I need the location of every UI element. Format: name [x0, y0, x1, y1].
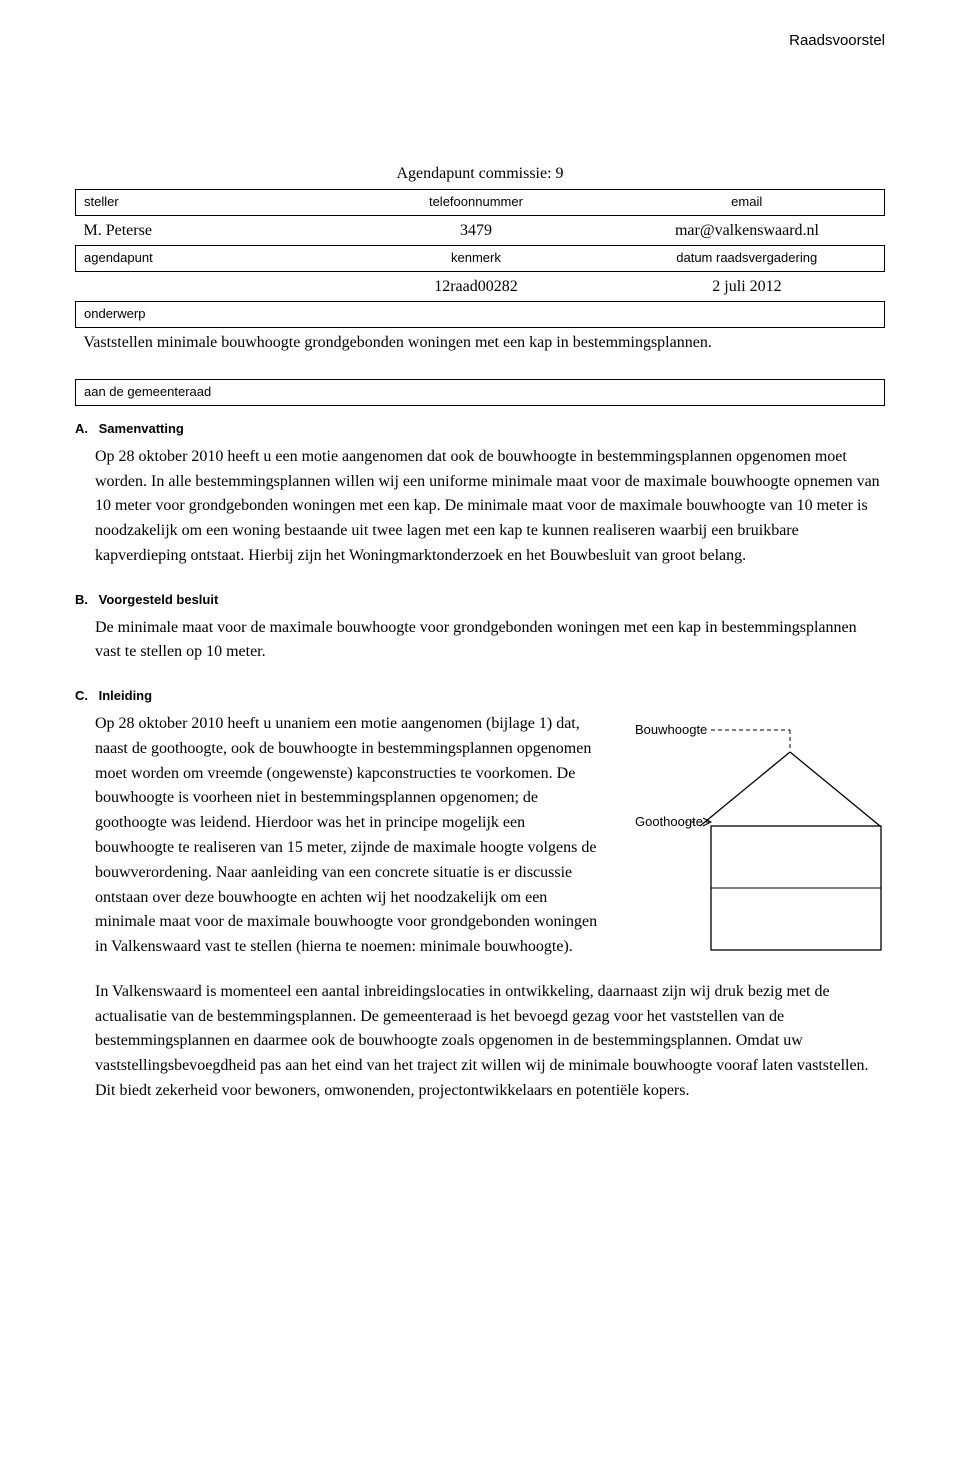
label-agendapunt: agendapunt	[76, 245, 343, 271]
diagram-label-bouwhoogte: Bouwhoogte	[635, 722, 707, 737]
section-c-body-col: Op 28 oktober 2010 heeft u unaniem een m…	[95, 712, 607, 960]
agendapunt-commissie: Agendapunt commissie: 9	[75, 162, 885, 185]
diagram-roof-right	[790, 752, 880, 826]
value-steller: M. Peterse	[76, 215, 343, 245]
section-c-body-full: In Valkenswaard is momenteel een aantal …	[95, 980, 885, 1104]
section-c-letter: C.	[75, 687, 95, 706]
value-telefoonnummer: 3479	[342, 215, 609, 245]
house-diagram-svg: Bouwhoogte Goothoogte	[625, 720, 885, 960]
label-steller: steller	[76, 189, 343, 215]
meta-table: steller telefoonnummer email M. Peterse …	[75, 189, 885, 357]
section-c-title: Inleiding	[99, 688, 152, 703]
section-b-letter: B.	[75, 591, 95, 610]
diagram-roof-left	[700, 752, 790, 826]
section-a-title: Samenvatting	[99, 421, 184, 436]
value-onderwerp: Vaststellen minimale bouwhoogte grondgeb…	[76, 327, 885, 357]
value-agendapunt	[76, 271, 343, 301]
section-b-body: De minimale maat voor de maximale bouwho…	[95, 616, 885, 666]
house-diagram: Bouwhoogte Goothoogte	[625, 712, 885, 968]
label-kenmerk: kenmerk	[342, 245, 609, 271]
section-b-title: Voorgesteld besluit	[99, 592, 219, 607]
label-email: email	[609, 189, 884, 215]
section-b: B. Voorgesteld besluit De minimale maat …	[95, 591, 885, 665]
value-datum: 2 juli 2012	[609, 271, 884, 301]
value-email: mar@valkenswaard.nl	[609, 215, 884, 245]
section-c: C. Inleiding Op 28 oktober 2010 heeft u …	[95, 687, 885, 1104]
label-datum: datum raadsvergadering	[609, 245, 884, 271]
section-a-body: Op 28 oktober 2010 heeft u een motie aan…	[95, 445, 885, 569]
value-kenmerk: 12raad00282	[342, 271, 609, 301]
section-a-letter: A.	[75, 420, 95, 439]
label-telefoonnummer: telefoonnummer	[342, 189, 609, 215]
section-a: A. Samenvatting Op 28 oktober 2010 heeft…	[95, 420, 885, 569]
doc-type-label: Raadsvoorstel	[75, 30, 885, 52]
label-onderwerp: onderwerp	[76, 302, 885, 328]
aan-de-gemeenteraad-box: aan de gemeenteraad	[75, 379, 885, 406]
